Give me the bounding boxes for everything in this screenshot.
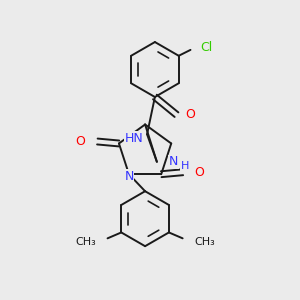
- Text: H: H: [180, 161, 189, 171]
- Text: O: O: [185, 108, 195, 121]
- Text: HN: HN: [124, 132, 143, 145]
- Text: N: N: [169, 155, 178, 168]
- Text: O: O: [76, 135, 85, 148]
- Text: O: O: [195, 166, 205, 179]
- Text: N: N: [124, 170, 134, 183]
- Text: CH₃: CH₃: [75, 237, 96, 247]
- Text: CH₃: CH₃: [194, 237, 215, 247]
- Text: Cl: Cl: [200, 41, 212, 54]
